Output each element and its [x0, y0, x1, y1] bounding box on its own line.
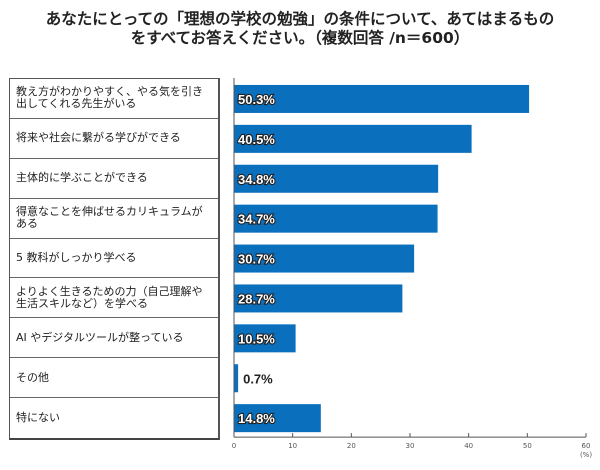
- x-tick-label: 0: [232, 442, 236, 450]
- category-label: 教え方がわかりやすく、やる気を引き出してくれる先生がいる: [10, 79, 218, 119]
- bar: [234, 404, 321, 433]
- title-line-1: あなたにとっての「理想の学校の勉強」の条件について、あてはまるもの: [45, 10, 555, 28]
- data-label: 0.7%: [243, 371, 273, 386]
- category-label: 特にない: [16, 411, 60, 425]
- bar: [234, 204, 438, 233]
- x-tick-label: 30: [406, 442, 415, 450]
- x-tick-label: 20: [347, 442, 356, 450]
- data-label: 34.7%: [238, 212, 275, 227]
- x-tick-label: 40: [464, 442, 473, 450]
- category-label: 得意なことを伸ばせるカリキュラムがある: [10, 199, 218, 239]
- bar: [234, 84, 530, 113]
- category-label-table: 教え方がわかりやすく、やる気を引き出してくれる先生がいる 将来や社会に繋がる学びが…: [9, 78, 220, 441]
- x-tick-label: 50: [523, 442, 532, 450]
- data-label: 10.5%: [238, 331, 275, 346]
- bar: [234, 324, 296, 353]
- bar: [234, 124, 472, 153]
- category-label: AI やデジタルツールが整っている: [10, 318, 218, 359]
- category-label: 主体的に学ぶことができる: [10, 159, 218, 199]
- data-label: 14.8%: [238, 411, 275, 426]
- data-label: 28.7%: [238, 291, 275, 306]
- chart-title: あなたにとっての「理想の学校の勉強」の条件について、あてはまるもの をすべてお答…: [0, 10, 600, 48]
- x-tick-label: 10: [288, 442, 297, 450]
- data-label: 50.3%: [238, 92, 275, 107]
- category-label: その他: [10, 358, 218, 399]
- data-label: 30.7%: [238, 252, 275, 267]
- data-label: 34.8%: [238, 172, 275, 187]
- category-label: 5 教科がしっかり学べる: [10, 239, 218, 279]
- data-label: 40.5%: [238, 132, 275, 147]
- x-tick-label: 60: [582, 442, 591, 450]
- x-unit-label: (%): [580, 451, 592, 459]
- bar: [234, 164, 439, 193]
- bar: [234, 244, 415, 273]
- title-line-2: をすべてお答えください。（複数回答 /n＝600）: [130, 29, 470, 47]
- bar: [234, 364, 239, 393]
- category-label: 将来や社会に繋がる学びができる: [10, 119, 218, 159]
- bar: [234, 284, 403, 313]
- category-label: よりよく生きるための力（自己理解や生活スキルなど）を学べる: [10, 278, 218, 319]
